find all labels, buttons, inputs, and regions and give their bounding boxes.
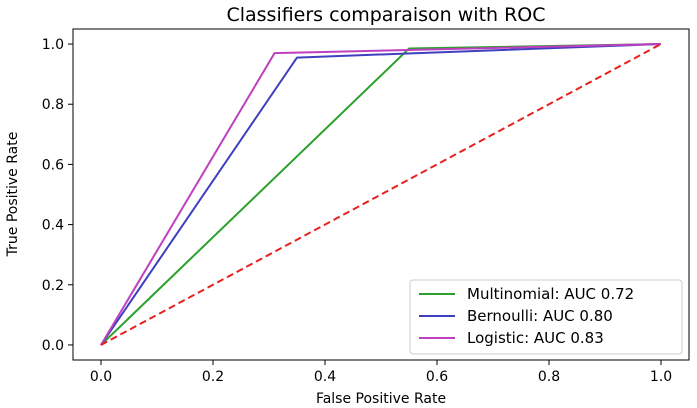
x-axis: 0.0 0.2 0.4 0.6 0.8 1.0 — [90, 360, 672, 385]
x-tick-label: 0.6 — [426, 369, 448, 385]
y-tick-label: 0.6 — [42, 157, 64, 173]
x-tick-label: 0.8 — [538, 369, 560, 385]
legend-label: Logistic: AUC 0.83 — [467, 329, 604, 347]
x-tick-label: 0.4 — [314, 369, 336, 385]
series-layer — [100, 43, 662, 346]
x-tick-label: 0.0 — [90, 369, 112, 385]
y-tick-label: 0.2 — [42, 278, 64, 294]
y-axis-label: True Positive Rate — [5, 132, 21, 258]
x-axis-label: False Positive Rate — [316, 391, 446, 407]
legend-label: Bernoulli: AUC 0.80 — [467, 307, 613, 325]
chart-title: Classifiers comparaison with ROC — [226, 4, 545, 26]
y-tick-label: 1.0 — [42, 37, 64, 53]
roc-line-bernoulli — [100, 43, 662, 346]
roc-line-logistic — [100, 43, 662, 346]
legend-box — [409, 279, 683, 355]
chance-reference-line — [100, 43, 662, 346]
y-tick-label: 0.0 — [42, 338, 64, 354]
x-tick-label: 1.0 — [650, 369, 672, 385]
y-tick-label: 0.4 — [42, 218, 64, 234]
legend-label: Multinomial: AUC 0.72 — [467, 285, 634, 303]
legend: Multinomial: AUC 0.72 Bernoulli: AUC 0.80… — [409, 279, 683, 355]
x-tick-label: 0.2 — [202, 369, 224, 385]
y-tick-label: 0.8 — [42, 97, 64, 113]
y-axis: 0.0 0.2 0.4 0.6 0.8 1.0 — [42, 37, 73, 354]
